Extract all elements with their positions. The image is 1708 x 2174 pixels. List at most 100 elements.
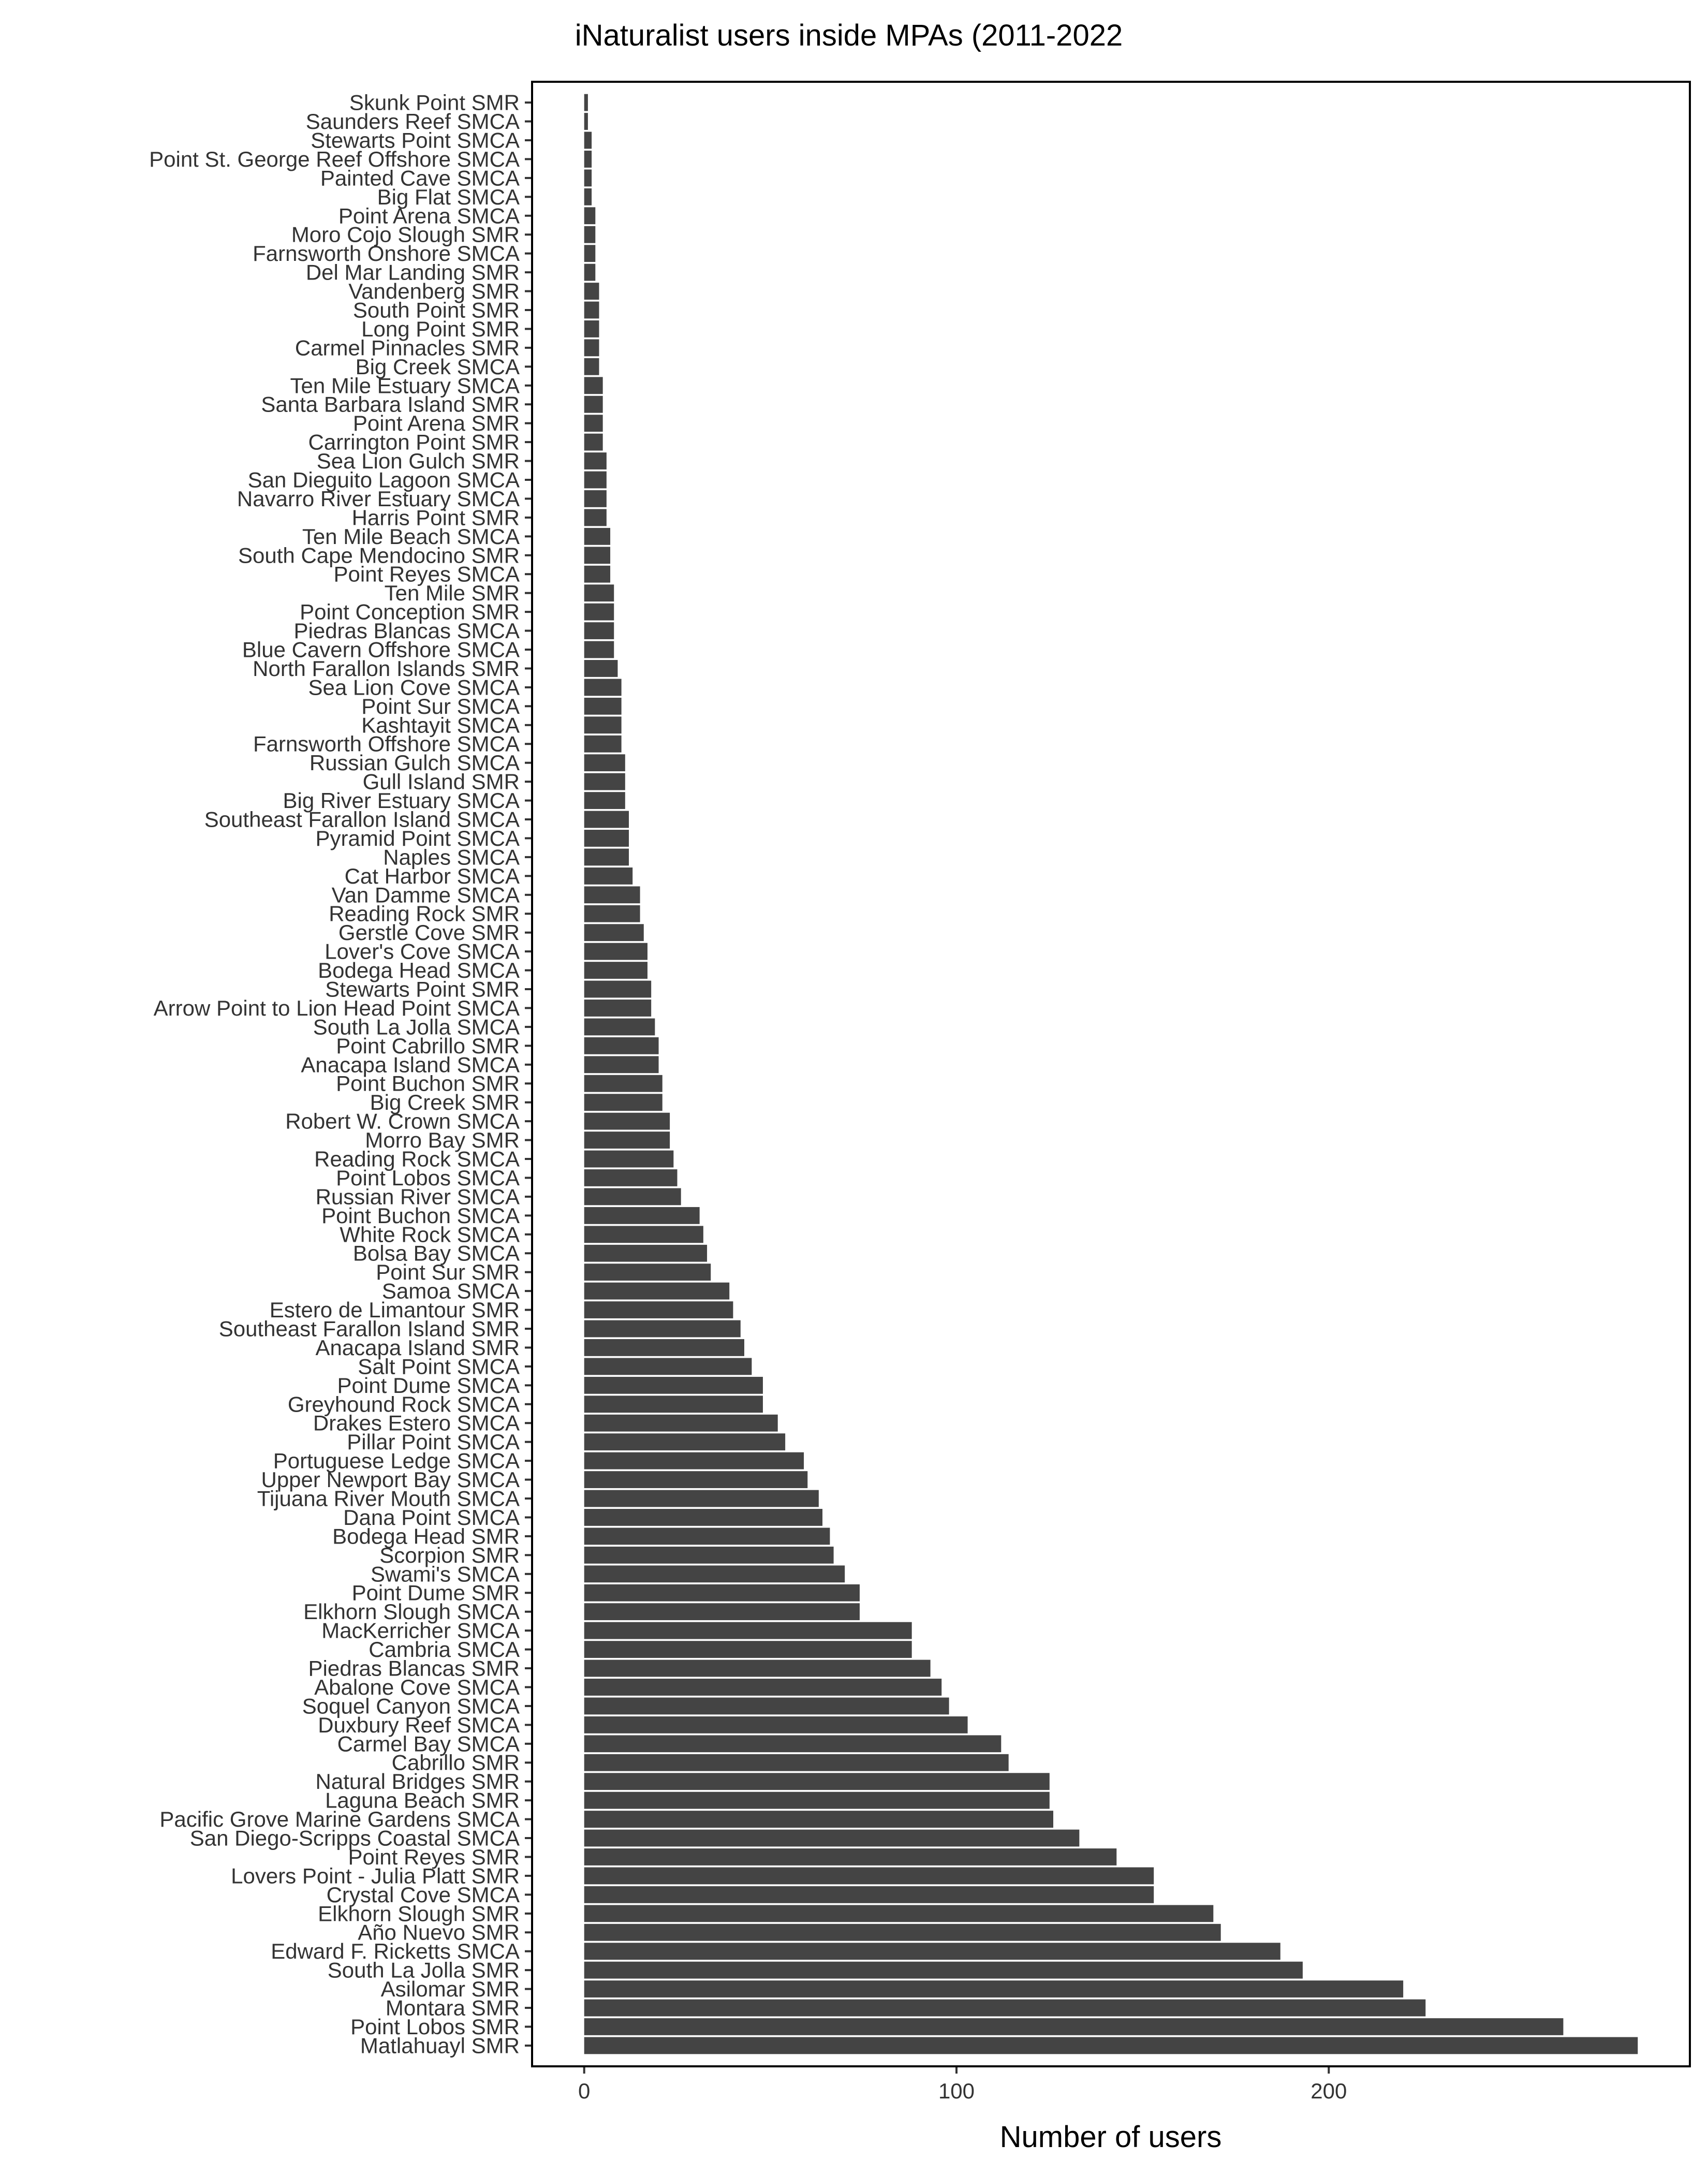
bar [584,452,607,469]
bar [584,263,596,281]
y-tick-label: South La Jolla SMCA [313,1015,520,1039]
x-tick-label: 200 [1311,2079,1347,2103]
bar [584,377,603,394]
bar [584,1132,670,1149]
y-tick-label: Farnsworth Offshore SMCA [253,732,520,756]
y-tick-label: Point Cabrillo SMR [336,1034,520,1058]
chart-title: iNaturalist users inside MPAs (2011-2022 [575,19,1123,52]
y-tick-label: Big Flat SMCA [377,185,520,209]
y-tick-label: Navarro River Estuary SMCA [237,487,520,511]
y-tick-label: Point Conception SMR [300,600,520,624]
bar [584,1867,1154,1885]
bar [584,1414,778,1432]
y-tick-label: Big River Estuary SMCA [283,788,520,813]
y-tick-label: Big Creek SMR [370,1090,520,1114]
y-tick-label: Vandenberg SMR [348,279,520,303]
y-tick-label: Abalone Cove SMCA [314,1675,520,1699]
bar [584,1452,804,1470]
y-tick-label: Sea Lion Gulch SMR [317,449,520,473]
bar [584,1433,786,1451]
bar [584,830,629,847]
y-tick-label: Reading Rock SMCA [314,1147,520,1171]
y-tick-label: Ten Mile Estuary SMCA [290,373,520,398]
bar [584,1244,708,1262]
bar [584,980,652,998]
bar [584,1094,662,1111]
bar [584,792,625,809]
bar [584,131,592,149]
y-tick-label: Point Dume SMR [352,1581,520,1605]
y-tick-label: Montara SMR [386,1996,520,2020]
bar [584,924,644,942]
bar [584,886,640,904]
y-tick-label: Reading Rock SMR [329,902,520,926]
bar [584,1811,1054,1828]
y-tick-label: North Farallon Islands SMR [253,656,520,681]
y-tick-label: Carrington Point SMR [308,430,520,454]
y-tick-label: Naples SMCA [383,845,520,869]
bar [584,584,614,602]
y-tick-label: Salt Point SMCA [358,1354,520,1378]
plot-panel-border [531,81,1691,2067]
y-tick-label: Pyramid Point SMCA [316,826,520,850]
y-tick-label: Upper Newport Bay SMCA [261,1467,520,1492]
bar [584,1961,1303,1979]
bar [584,697,622,715]
bar [584,490,607,507]
y-tick-label: Cambria SMCA [369,1637,520,1662]
bar [584,1301,733,1318]
y-tick-label: Laguna Beach SMR [325,1788,520,1813]
bar [584,1943,1280,1960]
bar [584,509,607,526]
y-tick-label: Estero de Limantour SMR [270,1298,520,1322]
x-tick-label: 0 [578,2079,590,2103]
bar [584,226,596,243]
y-tick-label: Ten Mile SMR [385,581,520,605]
y-tick-label: White Rock SMCA [340,1222,520,1246]
bar [584,1018,655,1036]
y-tick-label: Robert W. Crown SMCA [285,1109,520,1134]
bar [584,1527,830,1545]
bar [584,565,611,583]
y-tick-label: Point Lobos SMR [350,2015,520,2039]
bar [584,1471,808,1488]
bar [584,1207,700,1224]
bar [584,679,622,696]
y-tick-label: Portuguese Ledge SMCA [273,1449,520,1473]
y-tick-label: Point Arena SMR [353,411,520,435]
bar [584,1339,744,1356]
bar [584,1622,912,1639]
y-tick-label: Cabrillo SMR [392,1751,520,1775]
y-tick-label: Lover's Cove SMCA [325,939,520,964]
bar [584,1509,823,1526]
y-tick-label: Point Sur SMCA [361,694,520,718]
y-tick-label: Kashtayit SMCA [361,713,520,737]
bar [584,169,592,187]
y-tick-label: Piedras Blancas SMR [308,1656,520,1681]
y-tick-label: Point Buchon SMCA [321,1203,520,1228]
bar [584,1923,1221,1941]
bar [584,301,599,319]
y-tick-label: Matlahuayl SMR [360,2033,520,2058]
y-tick-label: Point Sur SMR [376,1260,520,1284]
bar [584,1773,1050,1790]
bar [584,1112,670,1130]
bar [584,1754,1009,1771]
bar [584,433,603,451]
bar [584,622,614,639]
bar [584,2037,1638,2054]
y-tick-label: Big Creek SMCA [356,355,520,379]
y-tick-label: San Diego-Scripps Coastal SMCA [190,1826,520,1850]
y-tick-label: Bodega Head SMR [332,1524,520,1548]
bar [584,283,599,300]
y-tick-label: Point Lobos SMCA [336,1166,520,1190]
bar [584,547,611,564]
bar [584,207,596,225]
y-tick-label: Arrow Point to Lion Head Point SMCA [154,996,520,1020]
bar [584,1169,678,1186]
bar [584,848,629,866]
bar [584,1905,1214,1922]
bar [584,1490,819,1507]
